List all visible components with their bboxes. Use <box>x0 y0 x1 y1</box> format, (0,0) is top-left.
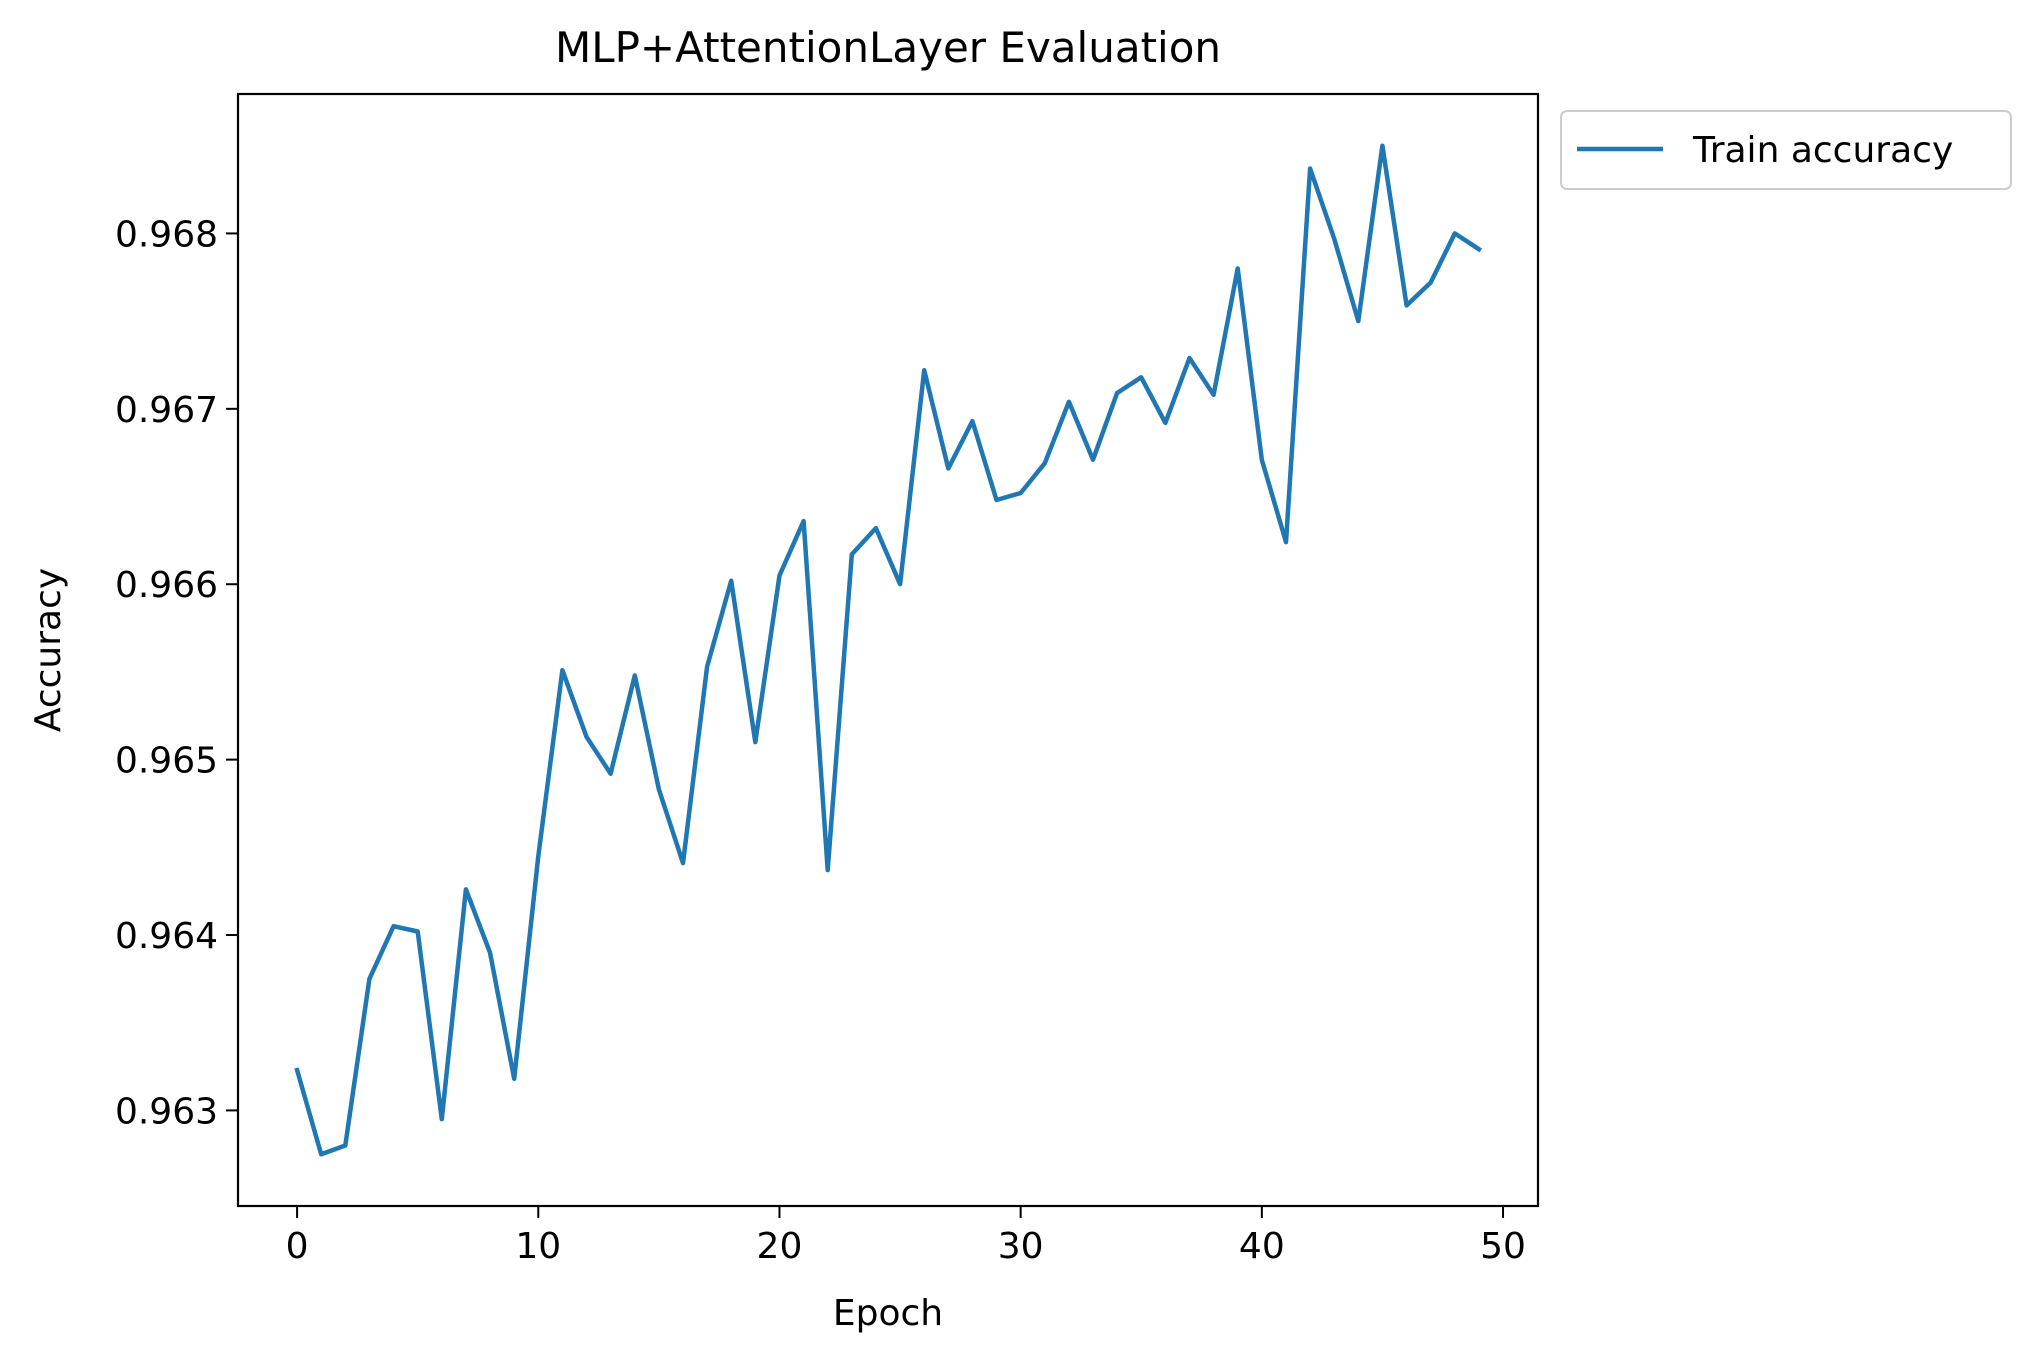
y-tick-label: 0.968 <box>115 214 218 255</box>
y-tick-label: 0.964 <box>115 916 218 957</box>
x-tick-label: 50 <box>1480 1226 1526 1267</box>
chart-title: MLP+AttentionLayer Evaluation <box>555 23 1221 72</box>
x-axis-ticks: 0 10 20 30 40 50 <box>286 1206 1526 1267</box>
legend-label-train-accuracy: Train accuracy <box>1692 130 1953 171</box>
x-tick-label: 10 <box>515 1226 561 1267</box>
x-tick-label: 30 <box>998 1226 1044 1267</box>
y-tick-label: 0.963 <box>115 1091 218 1132</box>
legend: Train accuracy <box>1560 110 2012 190</box>
y-axis-ticks: 0.963 0.964 0.965 0.966 0.967 0.968 <box>115 214 238 1132</box>
y-tick-label: 0.965 <box>115 741 218 782</box>
x-axis-label: Epoch <box>833 1293 943 1334</box>
y-tick-label: 0.967 <box>115 390 218 431</box>
plot-area-frame <box>236 92 1540 1208</box>
legend-frame <box>1560 110 2012 190</box>
y-tick-label: 0.966 <box>115 565 218 606</box>
x-tick-label: 40 <box>1239 1226 1285 1267</box>
x-tick-label: 0 <box>286 1226 309 1267</box>
train-accuracy-line <box>294 143 1483 1157</box>
x-tick-label: 20 <box>757 1226 803 1267</box>
y-axis-label: Accuracy <box>28 568 69 732</box>
